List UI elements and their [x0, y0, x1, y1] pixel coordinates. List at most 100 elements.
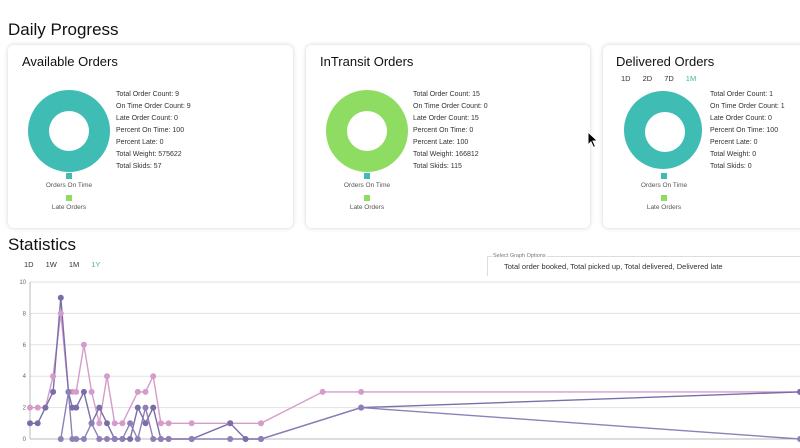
data-point [119, 436, 126, 442]
data-point [258, 436, 264, 442]
data-point [142, 388, 149, 395]
available-orders-donut-chart[interactable] [28, 90, 110, 172]
data-point [165, 436, 172, 442]
statistics-line-chart: 0 2 4 6 8 10 [19, 280, 800, 443]
percent-on-time: Percent On Time: 100 [116, 127, 185, 134]
data-point [157, 436, 164, 442]
delivered-orders-donut-chart[interactable] [624, 91, 702, 169]
donut-legend-late: Late Orders [623, 195, 705, 211]
range-1m[interactable]: 1M [68, 260, 80, 269]
data-point [104, 420, 110, 427]
data-point [96, 404, 103, 411]
delivered-orders-card: Delivered Orders 1D 2D 7D 1M Orders On T… [603, 45, 800, 228]
data-point [42, 404, 49, 411]
card-title: Available Orders [22, 54, 118, 69]
data-point [73, 436, 80, 442]
late-order-count: Late Order Count: 0 [710, 115, 772, 122]
data-point [134, 436, 141, 442]
range-1m[interactable]: 1M [685, 74, 697, 83]
data-point [65, 388, 72, 395]
y-tick-label: 0 [23, 437, 27, 443]
total-weight: Total Weight: 575622 [116, 151, 182, 158]
order-stats: Total Order Count: 15 On Time Order Coun… [413, 89, 488, 173]
range-1y[interactable]: 1Y [91, 260, 101, 269]
data-point [134, 404, 141, 411]
data-point [104, 373, 110, 380]
data-point [50, 388, 57, 395]
data-point [73, 404, 80, 411]
legend-swatch-late [66, 195, 72, 201]
late-order-count: Late Order Count: 15 [413, 115, 479, 122]
data-point [358, 388, 365, 395]
data-point [142, 420, 149, 427]
range-7d[interactable]: 7D [664, 74, 674, 83]
late-order-count: Late Order Count: 0 [116, 115, 178, 122]
donut-legend-late: Late Orders [326, 195, 408, 211]
range-1w[interactable]: 1W [45, 260, 57, 269]
mouse-pointer-icon [587, 131, 599, 149]
available-orders-card: Available Orders Orders On Time Late Ord… [8, 45, 293, 228]
data-point [57, 436, 64, 442]
range-1d[interactable]: 1D [621, 74, 631, 83]
data-point [797, 388, 800, 395]
data-point [57, 294, 64, 301]
range-1d[interactable]: 1D [24, 260, 34, 269]
order-stats: Total Order Count: 9 On Time Order Count… [116, 89, 191, 173]
percent-on-time: Percent On Time: 100 [710, 127, 779, 134]
legend-label-on-time: Orders On Time [45, 182, 93, 189]
data-point [73, 388, 80, 395]
data-point [96, 436, 103, 442]
data-point [80, 341, 87, 348]
data-point [150, 436, 157, 442]
data-point [27, 420, 33, 427]
on-time-order-count: On Time Order Count: 1 [710, 103, 785, 110]
data-point [142, 404, 149, 411]
data-point [50, 373, 57, 380]
legend-swatch-on-time [364, 173, 370, 179]
intransit-orders-card: InTransit Orders Orders On Time Late Ord… [306, 45, 590, 228]
legend-label-late: Late Orders [646, 204, 682, 211]
data-point [797, 436, 800, 442]
total-skids: Total Skids: 115 [413, 163, 462, 170]
total-weight: Total Weight: 0 [710, 151, 757, 158]
intransit-orders-donut-chart[interactable] [326, 90, 408, 172]
data-point [227, 420, 234, 427]
total-order-count: Total Order Count: 15 [413, 91, 480, 98]
data-point [27, 404, 33, 411]
donut-legend-on-time: Orders On Time [326, 173, 408, 189]
data-point [80, 388, 87, 395]
percent-on-time: Percent On Time: 0 [413, 127, 474, 134]
total-weight: Total Weight: 166812 [413, 151, 479, 158]
data-point [127, 420, 134, 427]
data-point [134, 388, 141, 395]
graph-options-select[interactable]: Select Graph Options Total order booked,… [487, 253, 800, 276]
percent-late: Percent Late: 100 [413, 139, 469, 146]
data-point [188, 436, 195, 442]
data-point [258, 420, 264, 427]
data-point [358, 404, 365, 411]
card-title: InTransit Orders [320, 54, 414, 69]
data-point [150, 373, 157, 380]
range-2d[interactable]: 2D [642, 74, 653, 83]
data-point [150, 404, 157, 411]
card-title: Delivered Orders [616, 54, 715, 69]
data-point [104, 436, 110, 442]
data-point [34, 404, 41, 411]
graph-options-label: Select Graph Options [492, 253, 547, 259]
y-tick-label: 4 [23, 374, 27, 380]
donut-legend-on-time: Orders On Time [28, 173, 110, 189]
data-point [157, 420, 164, 427]
statistics-range-selector: 1D 1W 1M 1Y [24, 260, 100, 269]
y-tick-label: 8 [23, 311, 27, 317]
total-order-count: Total Order Count: 1 [710, 91, 774, 98]
total-skids: Total Skids: 0 [710, 163, 752, 170]
percent-late: Percent Late: 0 [710, 139, 758, 146]
legend-swatch-on-time [661, 173, 667, 179]
legend-label-on-time: Orders On Time [343, 182, 391, 189]
data-point [165, 420, 172, 427]
on-time-order-count: On Time Order Count: 0 [413, 103, 488, 110]
series-line [30, 297, 800, 440]
y-tick-label: 2 [23, 406, 27, 412]
series-line [60, 391, 800, 442]
data-point [227, 436, 234, 442]
